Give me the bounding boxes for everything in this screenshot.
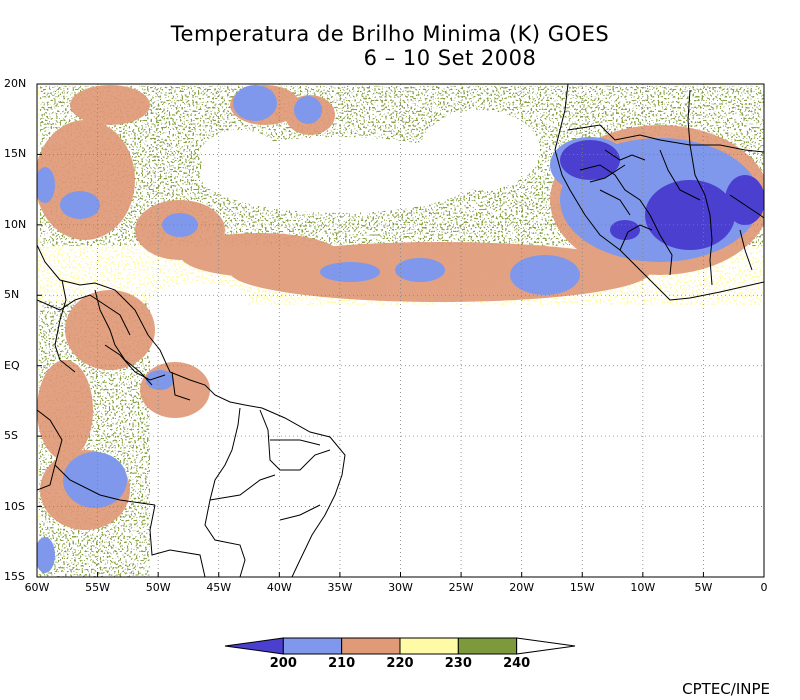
lat-label: 10N (4, 217, 27, 231)
colorbar-label: 240 (503, 656, 531, 671)
colorbar-swatch (282, 637, 343, 655)
chart-subtitle: 6 – 10 Set 2008 (363, 46, 537, 70)
coastlines (37, 84, 764, 577)
lat-label: 15S (4, 570, 25, 583)
lon-label: 20W (509, 581, 535, 594)
colorbar-swatch (341, 637, 401, 655)
colorbar-swatch (516, 637, 576, 655)
lon-label: 5W (694, 581, 713, 594)
lon-label: 15W (569, 581, 595, 594)
colorbar-swatch (399, 637, 459, 655)
colorbar-swatch (457, 637, 518, 655)
lon-label: 35W (327, 581, 353, 594)
lon-label: 30W (388, 581, 413, 594)
clear-areas (150, 110, 764, 577)
lon-label: 10W (630, 581, 656, 594)
colorbar-label: 210 (328, 656, 356, 671)
lon-label: 60W (24, 581, 50, 594)
lon-label: 40W (266, 581, 292, 594)
chart-title: Temperatura de Brilho Minima (K) GOES (170, 22, 610, 46)
colorbar-label: 230 (444, 656, 472, 671)
lat-label: 5N (4, 288, 20, 302)
colorbar (224, 637, 576, 655)
lon-label: 55W (85, 581, 111, 594)
lon-label: 45W (206, 581, 232, 594)
lon-label: 0 (760, 581, 768, 594)
colorbar-label: 200 (269, 656, 297, 671)
lon-label: 25W (448, 581, 474, 594)
axis-ticks (36, 83, 765, 578)
lat-label: EQ (4, 358, 20, 372)
lat-label: 10S (4, 499, 25, 513)
colorbar-label: 220 (386, 656, 414, 671)
cold-cloud-core-200 (560, 140, 764, 250)
lat-label: 20N (4, 77, 27, 90)
credit-label: CPTEC/INPE (682, 680, 770, 698)
colorbar-swatch (224, 637, 284, 655)
lat-label: 15N (4, 147, 27, 161)
lat-label: 5S (4, 429, 18, 443)
lon-label: 50W (145, 581, 171, 594)
